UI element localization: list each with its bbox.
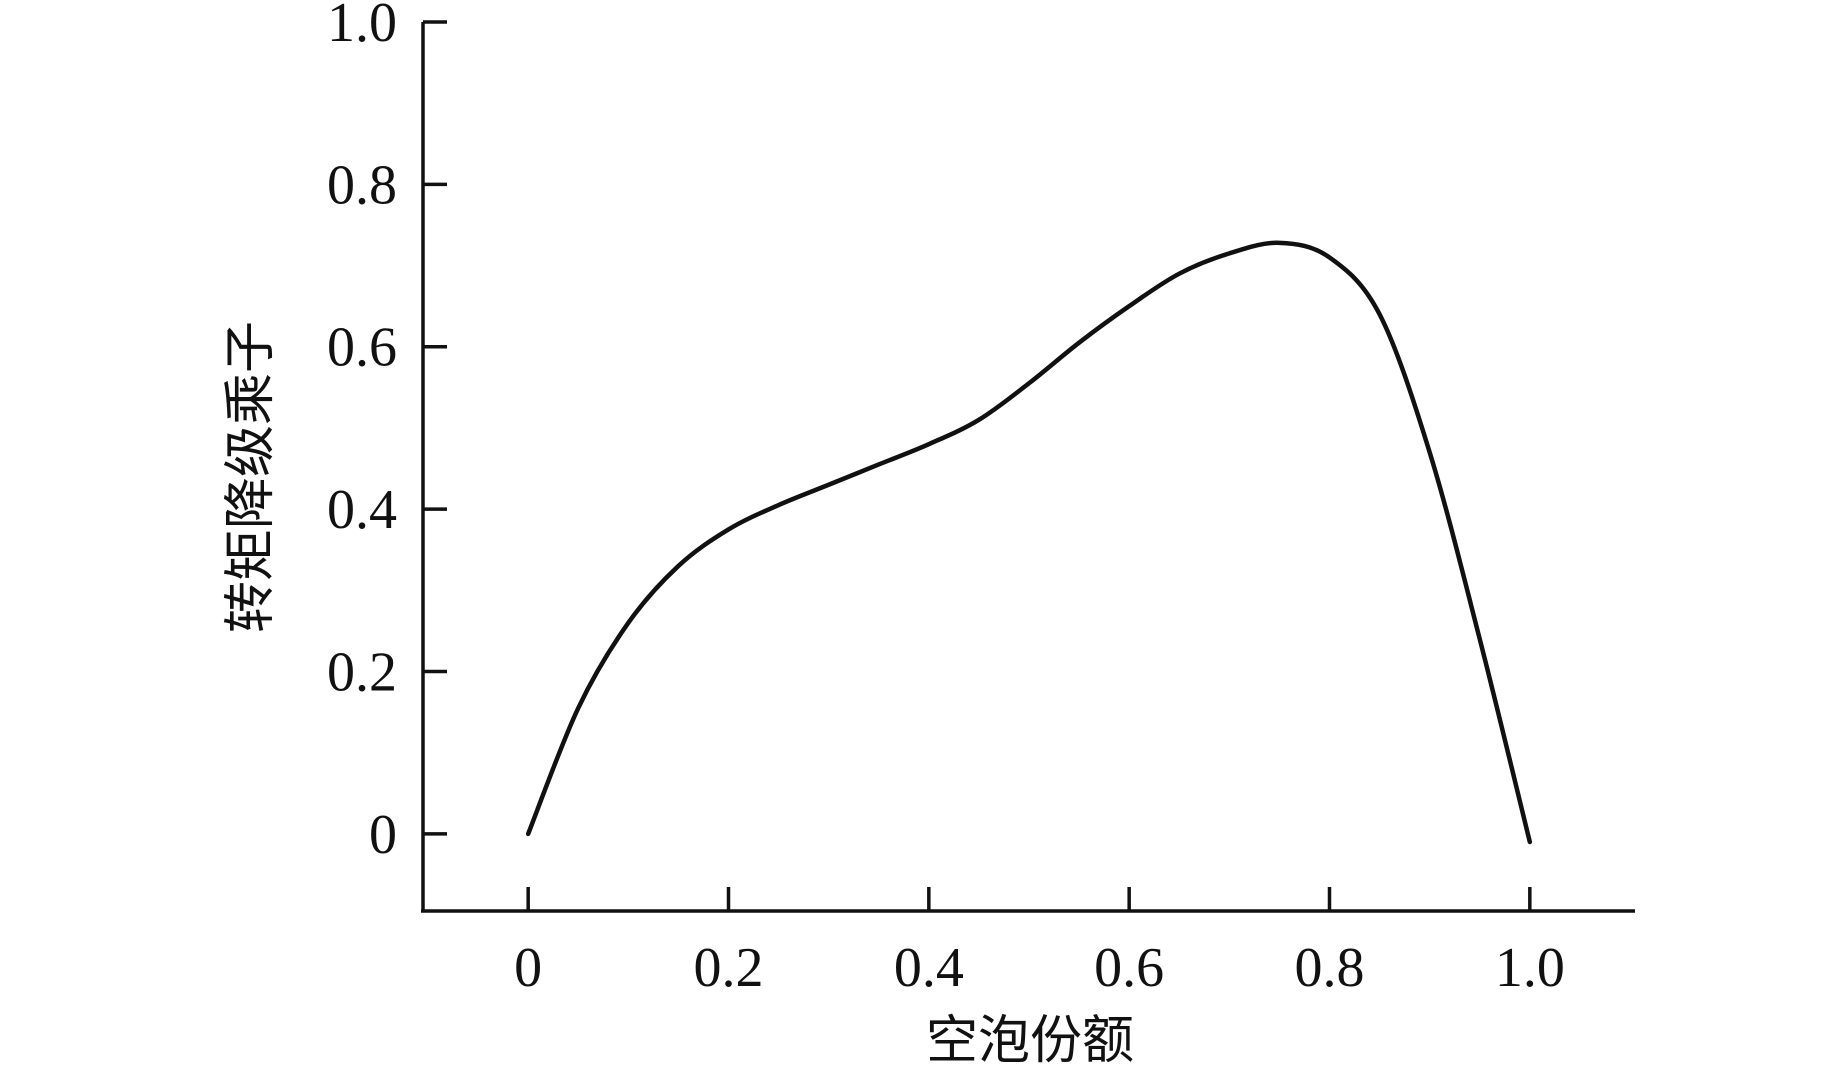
y-axis-title: 转矩降级乘子 — [221, 321, 281, 633]
x-tick-label: 0.6 — [1094, 937, 1164, 999]
x-axis-ticks: 0 0.2 0.4 0.6 0.8 1.0 — [514, 887, 1565, 999]
x-tick-label: 0.8 — [1294, 937, 1364, 999]
y-tick-label: 0.8 — [327, 154, 397, 216]
y-axis-ticks: 0 0.2 0.4 0.6 0.8 1.0 — [327, 0, 447, 866]
y-tick-label: 0.6 — [327, 317, 397, 379]
x-tick-label: 0 — [514, 937, 542, 999]
x-tick-label: 0.2 — [694, 937, 764, 999]
y-tick-label: 1.0 — [327, 0, 397, 54]
x-tick-label: 1.0 — [1495, 937, 1565, 999]
y-tick-label: 0.2 — [327, 641, 397, 703]
y-tick-label: 0 — [369, 804, 397, 866]
series-line — [525, 240, 1533, 845]
x-tick-label: 0.4 — [894, 937, 964, 999]
y-tick-label: 0.4 — [327, 479, 397, 541]
x-axis-title: 空泡份额 — [926, 1011, 1134, 1071]
